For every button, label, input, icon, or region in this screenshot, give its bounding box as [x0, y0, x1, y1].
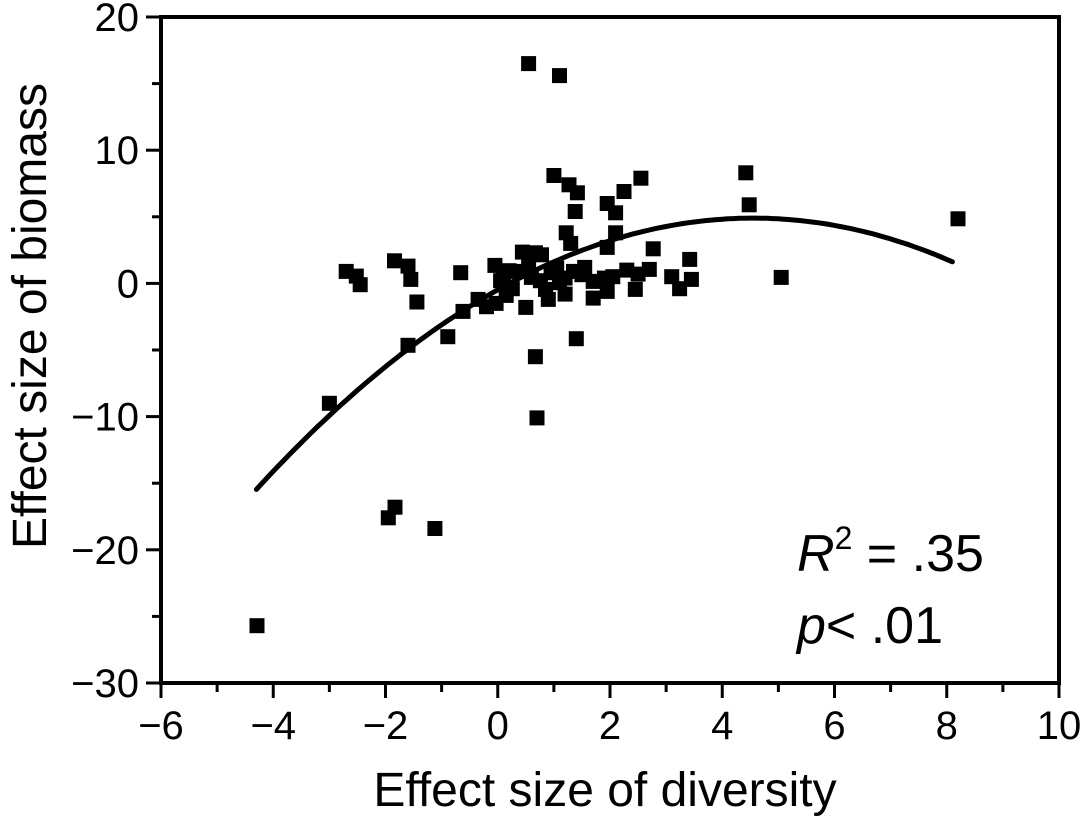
data-point [552, 68, 567, 84]
x-tick-label: −4 [250, 704, 296, 748]
data-point [627, 281, 643, 297]
data-point [527, 349, 543, 365]
data-point [409, 294, 425, 310]
data-point [521, 56, 537, 72]
data-point [569, 185, 585, 201]
data-point [529, 410, 545, 426]
data-point [645, 241, 661, 257]
data-point [534, 247, 549, 263]
x-tick-label: −6 [138, 704, 184, 748]
data-point [683, 271, 699, 287]
data-point [608, 205, 624, 221]
x-tick-label: 6 [823, 704, 845, 748]
data-point [546, 168, 562, 183]
data-point [249, 618, 265, 634]
y-tick-label: −20 [71, 529, 139, 573]
data-point [567, 204, 583, 219]
data-point [387, 499, 403, 515]
r-squared-value: = .35 [852, 525, 984, 583]
data-point [427, 521, 443, 536]
data-point [577, 259, 593, 275]
y-tick-label: 10 [95, 129, 140, 173]
data-point [664, 269, 680, 285]
data-point [455, 303, 471, 319]
data-point [619, 262, 635, 278]
data-point [599, 283, 615, 299]
x-tick-label: −2 [363, 704, 409, 748]
data-point [741, 197, 757, 213]
data-point [400, 337, 416, 353]
r-squared-text: R2 = .35 [797, 522, 984, 584]
data-point [552, 275, 567, 291]
x-tick-label: 4 [711, 704, 733, 748]
data-point [738, 165, 754, 181]
data-point [599, 239, 615, 255]
trend-curve [253, 215, 955, 492]
p-symbol: p [797, 597, 826, 655]
r-symbol: R [797, 525, 835, 583]
data-point [605, 269, 621, 285]
data-point [352, 277, 368, 293]
r-exponent: 2 [834, 519, 853, 556]
data-point [488, 295, 504, 311]
y-tick-label: −30 [71, 662, 139, 706]
y-axis-title: Effect size of biomass [4, 83, 57, 549]
data-point [518, 299, 534, 315]
data-point [950, 211, 966, 227]
data-point [557, 286, 573, 302]
data-point [321, 395, 337, 411]
x-tick-label: 2 [599, 704, 621, 748]
data-point [403, 271, 419, 287]
data-point [400, 258, 416, 274]
data-point [509, 263, 525, 279]
data-point [608, 225, 624, 241]
data-point [453, 265, 469, 281]
data-point [563, 235, 579, 251]
x-axis-title: Effect size of diversity [373, 764, 837, 817]
p-value: < .01 [825, 597, 944, 655]
data-point [514, 244, 530, 260]
data-point [387, 253, 402, 269]
data-point [568, 331, 584, 347]
p-value-text: p< .01 [797, 596, 984, 656]
data-point [616, 184, 632, 199]
x-tick-label: 10 [1037, 704, 1080, 748]
data-point [585, 290, 601, 306]
data-point [641, 261, 657, 277]
x-tick-label: 0 [487, 704, 509, 748]
data-point [540, 291, 556, 307]
data-point [440, 329, 456, 345]
y-tick-label: 0 [117, 262, 139, 306]
data-point [682, 251, 698, 267]
y-tick-label: −10 [71, 396, 139, 440]
data-point [633, 170, 649, 186]
y-tick-label: 20 [95, 0, 140, 40]
data-point [773, 269, 789, 285]
x-tick-label: 8 [936, 704, 958, 748]
data-point [672, 281, 688, 297]
stats-annotation: R2 = .35 p< .01 [797, 522, 984, 656]
